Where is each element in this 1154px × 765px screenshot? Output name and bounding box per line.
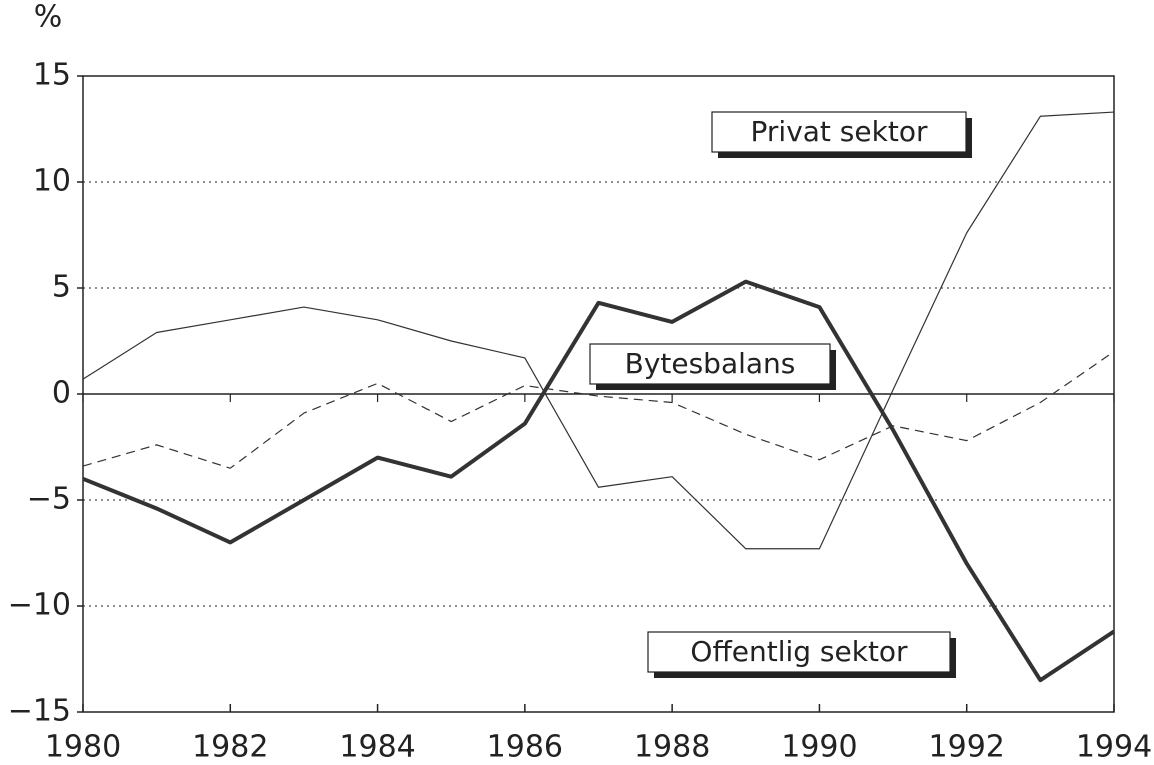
x-tick-label: 1984 — [339, 730, 415, 765]
y-tick-label: −10 — [8, 588, 71, 623]
y-axis-label: % — [34, 0, 63, 35]
label-box — [711, 111, 967, 153]
x-tick-label: 1992 — [929, 730, 1005, 765]
x-tick-label: 1990 — [781, 730, 857, 765]
y-tick-label: 15 — [33, 58, 71, 93]
x-tick-label: 1994 — [1076, 730, 1152, 765]
label-box — [589, 343, 831, 385]
series-label: Bytesbalans — [625, 347, 796, 380]
y-tick-label: 10 — [33, 164, 71, 199]
x-tick-label: 1982 — [192, 730, 268, 765]
series-label: Offentlig sektor — [690, 635, 908, 668]
series-line — [82, 111, 1115, 550]
series-line — [82, 351, 1115, 469]
series-label: Privat sektor — [751, 115, 928, 148]
label-box — [647, 631, 951, 673]
x-tick-label: 1980 — [45, 730, 121, 765]
y-tick-label: 0 — [52, 376, 71, 411]
y-tick-label: −5 — [27, 482, 71, 517]
y-tick-label: −15 — [8, 694, 71, 729]
x-tick-label: 1986 — [487, 730, 563, 765]
y-tick-label: 5 — [52, 270, 71, 305]
x-tick-label: 1988 — [634, 730, 710, 765]
series-line — [82, 279, 1116, 683]
